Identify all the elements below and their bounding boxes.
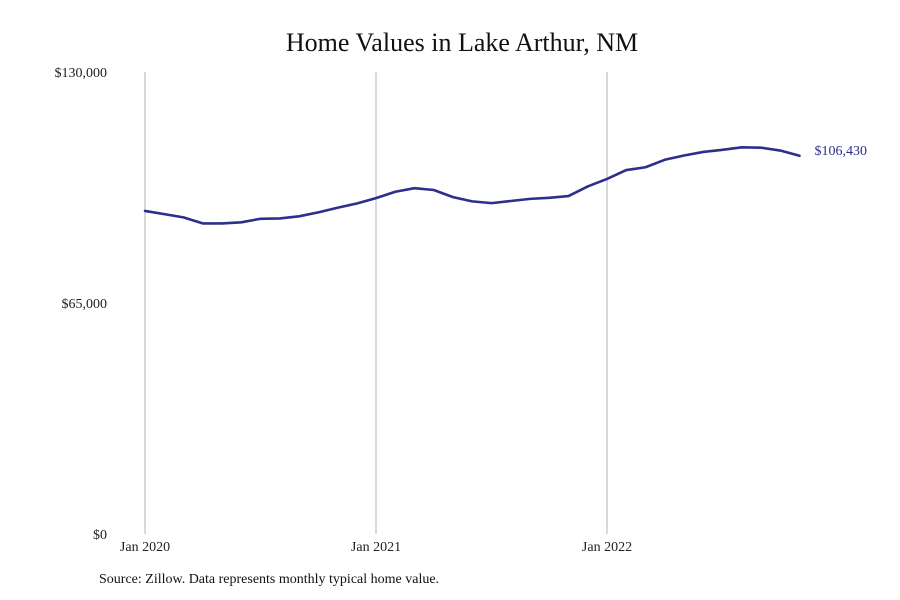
x-axis-ticks: Jan 2020 Jan 2021 Jan 2022	[120, 540, 632, 555]
x-tick-label: Jan 2021	[351, 540, 401, 555]
x-tick-label: Jan 2020	[120, 540, 170, 555]
series-lines	[143, 146, 801, 225]
x-tick-label: Jan 2022	[582, 540, 632, 555]
source-note: Source: Zillow. Data represents monthly …	[99, 572, 440, 587]
grid-lines	[144, 72, 608, 534]
y-tick-label: $0	[93, 528, 107, 543]
chart-title: Home Values in Lake Arthur, NM	[285, 28, 639, 57]
y-axis-ticks: $0 $65,000 $130,000	[55, 66, 108, 543]
end-labels: $106,430	[815, 144, 868, 159]
y-tick-label: $65,000	[62, 297, 108, 312]
end-value-label: $106,430	[815, 144, 868, 159]
series-line	[143, 146, 801, 225]
y-tick-label: $130,000	[55, 66, 108, 81]
